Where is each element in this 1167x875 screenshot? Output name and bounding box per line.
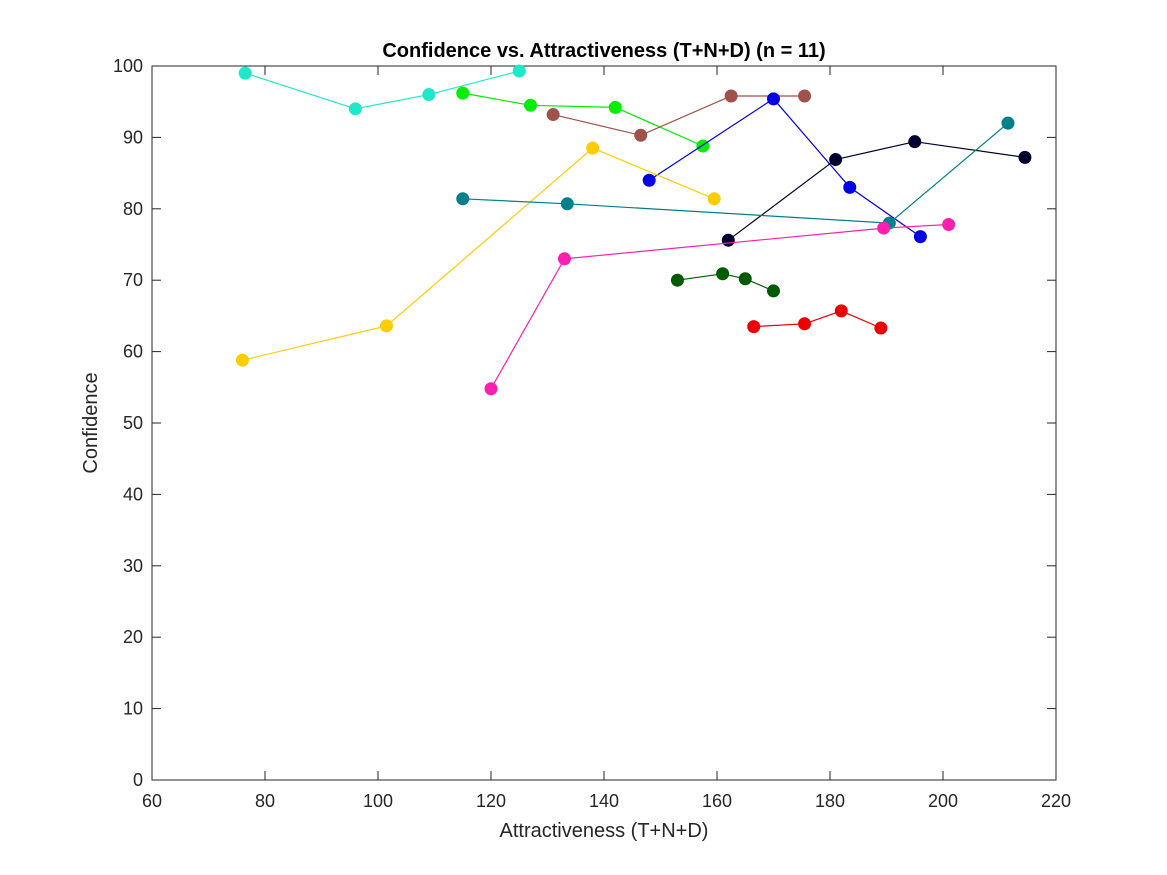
x-tick-label: 200 bbox=[928, 791, 958, 811]
y-tick-label: 90 bbox=[123, 127, 143, 147]
data-point bbox=[484, 382, 498, 396]
series-4 bbox=[642, 92, 927, 244]
data-point bbox=[670, 273, 684, 287]
y-tick-label: 30 bbox=[123, 556, 143, 576]
data-point bbox=[843, 180, 857, 194]
data-point bbox=[716, 267, 730, 281]
data-point bbox=[721, 233, 735, 247]
data-point bbox=[560, 197, 574, 211]
y-tick-label: 60 bbox=[123, 342, 143, 362]
data-point bbox=[608, 100, 622, 114]
data-point bbox=[634, 128, 648, 142]
data-point bbox=[798, 317, 812, 331]
data-point bbox=[456, 86, 470, 100]
x-tick-label: 160 bbox=[702, 791, 732, 811]
y-tick-label: 10 bbox=[123, 699, 143, 719]
y-tick-label: 80 bbox=[123, 199, 143, 219]
y-axis-title: Confidence bbox=[80, 372, 102, 473]
data-point bbox=[456, 192, 470, 206]
ticks-layer: 60 80 100 120 140 160 180 200 220 0 10 20 30 40 50 60 70… bbox=[113, 56, 1071, 811]
data-point bbox=[767, 92, 780, 106]
data-point bbox=[913, 230, 927, 244]
data-point bbox=[422, 88, 436, 102]
data-point bbox=[724, 89, 738, 103]
x-tick-label: 220 bbox=[1041, 791, 1071, 811]
series-7 bbox=[456, 116, 1015, 230]
y-tick-label: 100 bbox=[113, 56, 143, 76]
data-point bbox=[908, 135, 922, 149]
data-point bbox=[942, 218, 956, 232]
y-tick-label: 50 bbox=[123, 413, 143, 433]
data-point bbox=[238, 66, 252, 80]
data-point bbox=[707, 192, 721, 206]
series-1 bbox=[238, 64, 526, 116]
x-tick-label: 80 bbox=[255, 791, 275, 811]
x-tick-label: 140 bbox=[589, 791, 619, 811]
data-point bbox=[877, 221, 891, 235]
data-point bbox=[557, 252, 571, 266]
series-6 bbox=[235, 141, 721, 367]
series-line bbox=[677, 273, 774, 292]
series-line bbox=[753, 310, 882, 329]
x-axis-title: Attractiveness (T+N+D) bbox=[500, 820, 709, 842]
series-8 bbox=[484, 218, 956, 396]
x-tick-label: 100 bbox=[363, 791, 393, 811]
y-tick-label: 40 bbox=[123, 484, 143, 504]
data-point bbox=[546, 108, 560, 122]
data-point bbox=[834, 304, 848, 318]
data-point bbox=[642, 173, 656, 187]
chart-title: Confidence vs. Attractiveness (T+N+D) (n… bbox=[382, 40, 825, 62]
data-point bbox=[1018, 150, 1032, 164]
data-point bbox=[767, 284, 780, 298]
data-point bbox=[235, 353, 249, 367]
series-10 bbox=[747, 304, 888, 335]
data-point bbox=[798, 89, 812, 103]
data-point bbox=[586, 141, 600, 155]
y-tick-label: 70 bbox=[123, 270, 143, 290]
data-point bbox=[348, 102, 362, 116]
series-line bbox=[462, 122, 1009, 224]
data-point bbox=[829, 153, 843, 167]
series-line bbox=[242, 147, 715, 361]
x-tick-label: 120 bbox=[476, 791, 506, 811]
data-point bbox=[379, 319, 393, 333]
x-tick-label: 180 bbox=[815, 791, 845, 811]
series-9 bbox=[670, 267, 780, 298]
series-line bbox=[727, 141, 1025, 241]
series-line bbox=[490, 223, 949, 389]
series-3 bbox=[546, 89, 812, 142]
series-layer bbox=[235, 64, 1032, 396]
data-point bbox=[874, 321, 888, 335]
series-line bbox=[245, 70, 520, 110]
data-point bbox=[738, 272, 752, 286]
series-line bbox=[648, 98, 921, 238]
data-point bbox=[512, 64, 526, 78]
plot-area bbox=[151, 65, 1057, 781]
data-point bbox=[524, 98, 538, 112]
x-tick-label: 60 bbox=[142, 791, 162, 811]
y-tick-label: 20 bbox=[123, 627, 143, 647]
data-point bbox=[747, 320, 761, 334]
y-tick-label: 0 bbox=[133, 770, 143, 790]
data-point bbox=[1001, 116, 1015, 130]
